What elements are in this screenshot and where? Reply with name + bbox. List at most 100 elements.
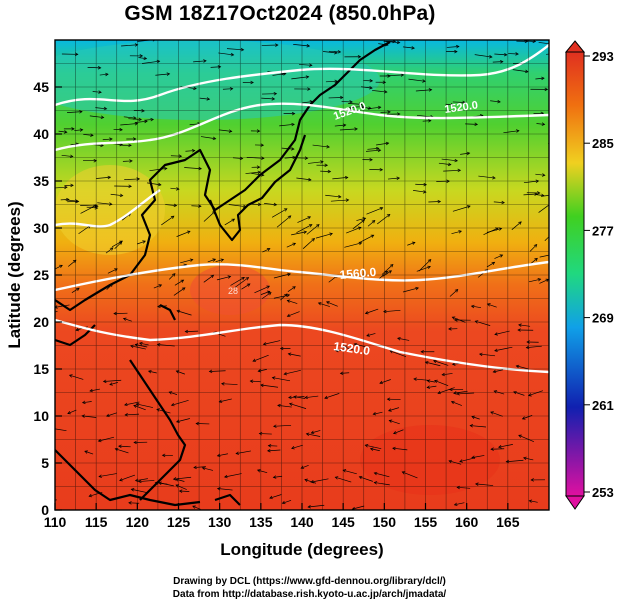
wind-vector-head [309,63,313,67]
wind-vector-head [283,371,288,376]
wind-vector [486,261,495,268]
wind-vector-head [133,404,137,408]
wind-vector [111,240,123,248]
wind-vector-head [142,240,146,244]
wind-vector [128,118,142,120]
wind-vector [325,194,341,198]
wind-vector [441,158,458,162]
wind-vector [282,499,292,504]
wind-vector [343,469,357,475]
wind-vector [460,152,470,155]
wind-vector [168,273,176,280]
wind-vector-head [74,199,79,203]
wind-vector-head [361,104,366,109]
wind-vector [171,399,189,406]
wind-vector-head [515,364,520,369]
wind-vector [490,411,503,417]
wind-vector-head [161,453,166,458]
x-tick-label: 135 [249,514,273,530]
wind-vector [98,473,117,477]
wind-vector [277,405,292,408]
wind-vector [374,472,390,478]
wind-vector [518,435,535,442]
wind-vector-head [176,187,180,191]
wind-vector-head [541,173,546,177]
wind-vector [105,247,114,254]
wind-vector [217,453,228,457]
wind-vector-head [375,146,380,151]
wind-vector [383,309,401,313]
wind-vector [176,230,191,237]
wind-vector [176,370,186,375]
wind-vector-head [103,106,108,111]
wind-vector-head [171,273,176,277]
wind-vector-head [147,369,152,374]
wind-vector-head [170,402,175,407]
wind-vector-head [344,175,349,180]
wind-vector-head [105,72,109,77]
wind-vector [474,54,492,58]
wind-vector [318,302,330,307]
wind-vector-head [518,434,522,438]
wind-vector-head [454,49,458,54]
wind-vector-head [249,379,254,383]
wind-vector-head [453,391,457,395]
wind-vector-head [240,47,245,52]
y-axis-label: Latitude (degrees) [5,201,24,348]
wind-vector [84,450,94,455]
wind-vector-head [474,320,479,324]
wind-vector-head [67,411,71,415]
wind-vector-head [454,289,459,293]
wind-vector [358,234,374,244]
wind-vector-head [257,369,262,373]
wind-vector-head [70,183,74,188]
wind-vector [221,383,238,385]
wind-vector [422,120,431,122]
wind-vector-head [88,493,93,498]
wind-vector-head [387,74,391,78]
wind-vector [67,409,77,414]
wind-vector-head [229,87,234,91]
wind-vector-head [109,137,113,141]
wind-vector [413,378,429,381]
y-tick-label: 10 [33,408,49,424]
x-axis: 110 115 120 125 130 135 140 145 150 155 160 165 [44,503,520,530]
wind-vector-head [128,501,132,505]
wind-vector [323,51,338,54]
wind-vector [544,236,549,242]
wind-vector-head [339,371,344,375]
wind-vector-head [257,170,262,175]
wind-vector [209,370,226,372]
wind-vector [287,286,296,293]
wind-vector [330,199,349,202]
wind-vector-head [150,117,154,122]
wind-vector-head [221,382,225,386]
wind-vector [302,238,315,249]
wind-vector [376,142,389,146]
wind-vector [55,428,67,432]
wind-vector [512,69,529,73]
wind-vector [291,444,303,449]
wind-vector-head [266,285,271,289]
wind-vector-head [335,348,339,353]
wind-vector [83,133,94,136]
wind-vector-head [492,369,497,374]
wind-vector-head [230,52,235,57]
wind-vector-head [130,488,135,492]
wind-vector [526,345,542,348]
x-tick-label: 125 [167,514,191,530]
wind-vector [445,103,454,106]
wind-vector [310,478,329,483]
wind-vector-head [515,52,519,56]
colorbar-tick-label: 269 [592,311,614,326]
wind-vector-head [143,56,148,61]
wind-vector [478,175,496,179]
wind-vector [241,283,251,290]
wind-vector [494,53,507,56]
wind-vector-head [329,232,333,236]
wind-vector-head [457,168,462,173]
wind-vector-head [427,119,432,123]
wind-vector [269,494,282,499]
wind-vector-head [337,194,342,199]
contour-label-middle: 1560.0 [339,265,377,282]
